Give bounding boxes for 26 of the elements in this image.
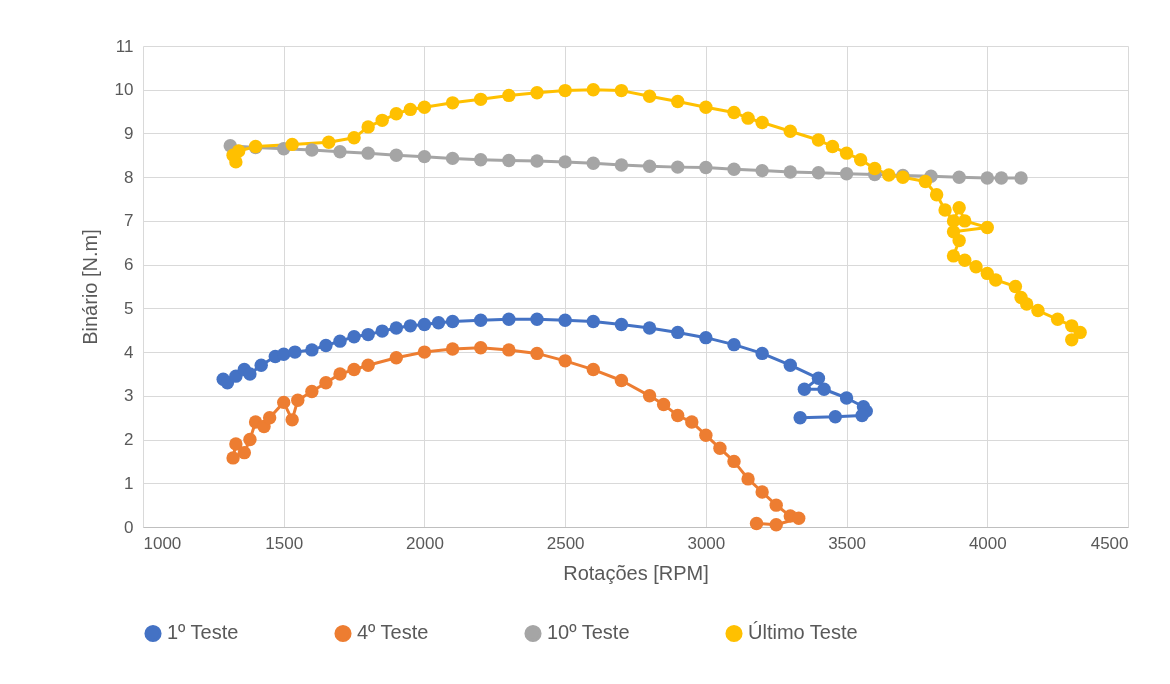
- y-axis-title: Binário [N.m]: [78, 229, 101, 345]
- y-tick-label: 5: [124, 298, 134, 318]
- y-tick-label: 11: [115, 36, 134, 56]
- x-tick-label: 4500: [1090, 533, 1129, 553]
- legend-label: 4º Teste: [357, 621, 429, 644]
- y-tick-label: 4: [124, 342, 134, 362]
- x-tick-label: 3000: [687, 533, 726, 553]
- legend-label: 10º Teste: [547, 621, 630, 644]
- y-tick-label: 7: [124, 211, 134, 231]
- x-tick-label: 1500: [265, 533, 304, 553]
- x-tick-label: 4000: [968, 533, 1007, 553]
- y-tick-label: 6: [124, 255, 134, 275]
- legend-label: Último Teste: [748, 621, 858, 644]
- y-tick-label: 1: [124, 473, 134, 493]
- y-tick-label: 3: [124, 386, 134, 406]
- y-tick-label: 8: [124, 167, 134, 187]
- y-tick-label: 2: [124, 430, 134, 450]
- y-tick-label: 10: [114, 80, 134, 100]
- x-tick-label: 3500: [828, 533, 866, 553]
- y-tick-label: 0: [124, 517, 134, 537]
- y-tick-label: 9: [124, 123, 134, 143]
- x-tick-label: 2000: [406, 533, 444, 553]
- x-tick-label: 1000: [143, 533, 182, 553]
- x-axis-title: Rotações [RPM]: [563, 561, 709, 584]
- x-tick-label: 2500: [546, 533, 585, 553]
- legend-label: 1º Teste: [167, 621, 239, 644]
